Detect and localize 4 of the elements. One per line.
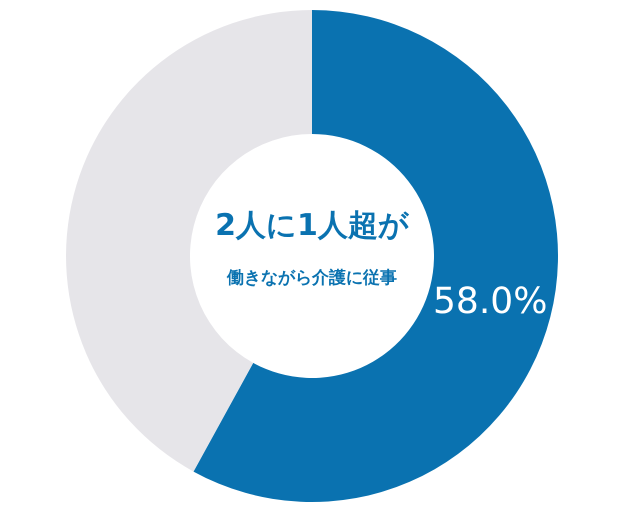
text: 2人に1人超が — [215, 208, 410, 243]
text: 働きながら介護に従事 — [226, 268, 397, 288]
data-label: 58.0% — [433, 280, 548, 322]
donut-slice — [193, 10, 558, 502]
